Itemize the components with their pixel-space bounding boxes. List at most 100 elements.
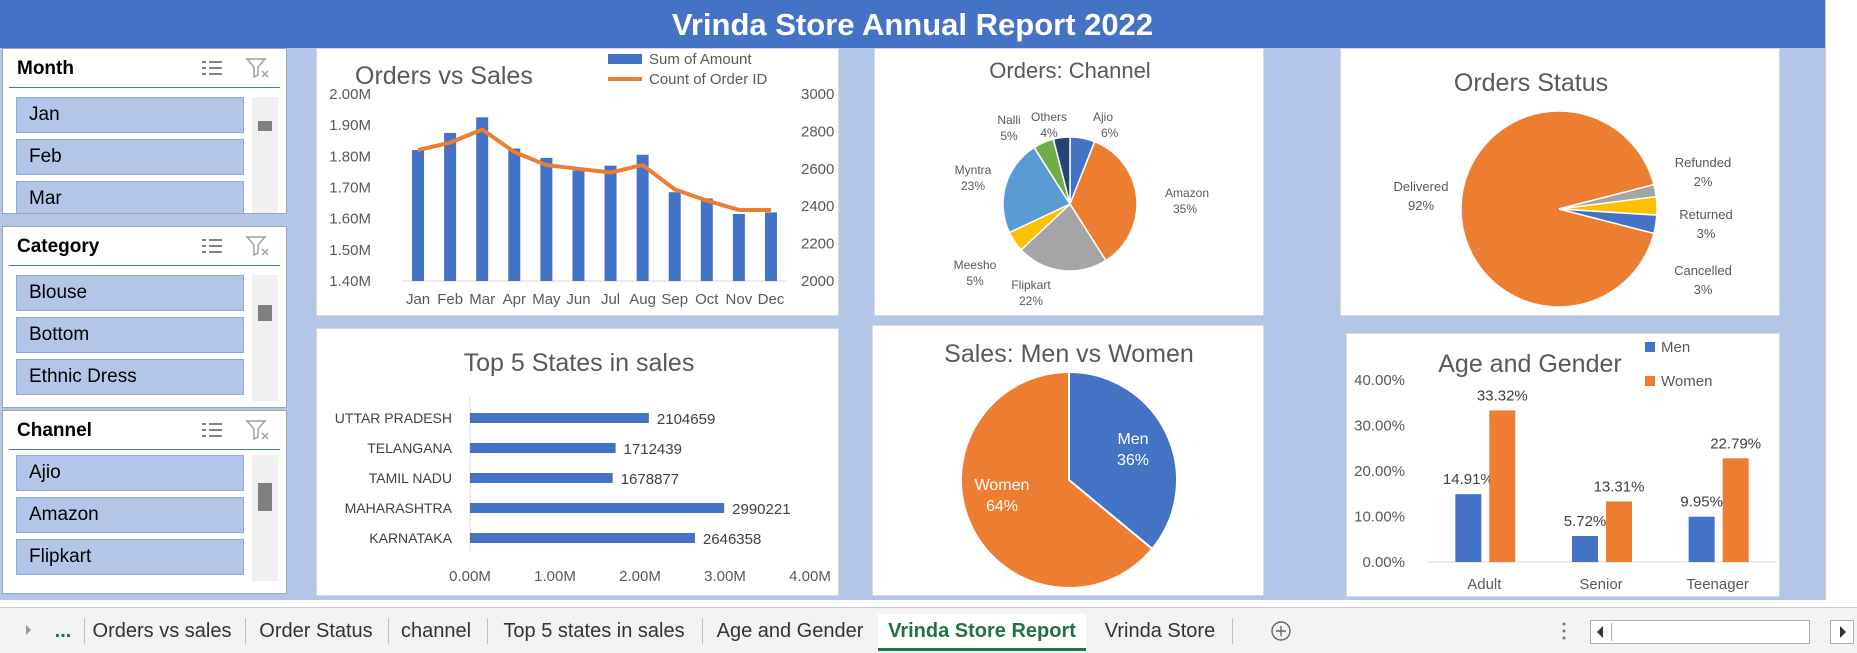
y2-tick-label: 2800 [801,123,834,140]
slice-label: Delivered [1394,179,1449,194]
x-tick-label: Adult [1467,576,1502,593]
amount-bar[interactable] [540,157,553,281]
orders-channel-chart[interactable]: Orders: Channel Ajio 6% Amazon 35% Flipkart 2… [874,48,1264,316]
bar-value-label: 22.79% [1710,435,1761,452]
y-tick-label: 10.00% [1354,509,1405,526]
slicer-scrollbar[interactable] [252,275,278,401]
top-states-chart[interactable]: Top 5 States in sales UTTAR PRADESH 21046… [316,328,839,596]
bar-value-label: 1678877 [621,471,679,488]
amount-bar[interactable] [412,150,425,281]
slicer-item[interactable]: Ethnic Dress [16,359,244,395]
x-tick-label: Jan [406,291,430,308]
scroll-thumb[interactable] [258,483,272,511]
slice-label: Refunded [1675,155,1731,170]
slicer-item[interactable]: Jan [16,97,244,133]
amount-bar[interactable] [604,165,617,281]
scroll-thumb[interactable] [258,305,272,321]
scroll-left-icon[interactable] [1595,625,1605,639]
slice-label: Ajio [1093,110,1113,124]
channel-slicer[interactable]: Channel Ajio Amazon Flipkart [2,410,287,594]
slicer-item[interactable]: Mar [16,181,244,213]
clear-filter-icon[interactable] [245,234,271,258]
vertical-scrollbar-area[interactable] [1825,0,1857,600]
combo-chart-svg: Orders vs Sales Sum of Amount Count of O… [329,51,834,308]
x-tick-label: Senior [1579,576,1622,593]
tab-order-status[interactable]: Order Status [259,620,373,642]
state-bar[interactable] [470,443,616,453]
amount-bar[interactable] [732,213,745,281]
amount-bar[interactable] [764,212,777,281]
slice-label: Returned [1679,207,1732,222]
scroll-thumb[interactable] [258,121,272,131]
tab-splitter-icon[interactable] [1560,620,1568,642]
pie-slice[interactable] [1460,110,1655,308]
clear-filter-icon[interactable] [245,56,271,80]
pie-slice[interactable] [1002,146,1072,234]
tab-top-5-states[interactable]: Top 5 states in sales [503,620,685,642]
add-sheet-icon[interactable] [1270,620,1292,642]
slicer-item[interactable]: Bottom [16,317,244,353]
x-tick-label: Aug [629,291,656,308]
state-bar[interactable] [470,473,613,483]
pie-slice[interactable] [1020,202,1107,272]
orders-status-chart[interactable]: Orders Status Delivered 92% Refunded 2% Retu… [1340,48,1780,316]
amount-bar[interactable] [668,192,681,281]
state-label: KARNATAKA [369,530,452,546]
slicer-item[interactable]: Feb [16,139,244,175]
x-tick-label: Teenager [1686,576,1749,593]
scroll-tabs-left-icon[interactable] [24,622,34,638]
slicer-item[interactable]: Amazon [16,497,244,533]
clear-filter-icon[interactable] [245,418,271,442]
orders-vs-sales-chart[interactable]: Orders vs Sales Sum of Amount Count of O… [316,48,839,316]
tabs-more-button[interactable]: ... [54,620,72,642]
amount-bar[interactable] [444,132,457,281]
multi-select-icon[interactable] [199,56,225,80]
age-gender-bar[interactable] [1489,410,1516,562]
x-tick-label: Apr [503,291,526,308]
tab-vrinda-store[interactable]: Vrinda Store [1104,620,1216,642]
amount-bar[interactable] [572,170,585,281]
age-gender-bar[interactable] [1722,458,1749,562]
scroll-right-button[interactable] [1830,620,1854,644]
bar-value-label: 14.91% [1443,471,1494,488]
amount-bar[interactable] [700,198,713,281]
slicer-title: Category [17,236,100,257]
horizontal-scrollbar[interactable] [1590,620,1810,644]
tab-age-and-gender[interactable]: Age and Gender [716,620,864,642]
slicer-item[interactable]: Blouse [16,275,244,311]
status-pie-svg: Orders Status Delivered 92% Refunded 2% Retu… [1394,69,1733,308]
tab-vrinda-store-report[interactable]: Vrinda Store Report [878,614,1086,651]
age-gender-bar[interactable] [1606,501,1632,562]
slice-label: Men [1117,431,1148,448]
amount-bar[interactable] [636,154,649,281]
men-vs-women-chart[interactable]: Sales: Men vs Women Men 36% Women 64% [872,325,1264,596]
tab-channel[interactable]: channel [400,620,472,642]
y-tick-label: 20.00% [1354,463,1405,480]
multi-select-icon[interactable] [199,418,225,442]
month-slicer[interactable]: Month Jan Feb Mar [2,48,287,214]
slicer-item[interactable]: Ajio [16,455,244,491]
slicer-item[interactable]: Flipkart [16,539,244,575]
age-gender-bar[interactable] [1688,516,1715,562]
y-tick-label: 1.60M [329,211,371,228]
slicer-scrollbar[interactable] [252,455,278,581]
scroll-right-icon[interactable] [1838,625,1848,639]
multi-select-icon[interactable] [199,234,225,258]
state-bar[interactable] [470,503,725,513]
amount-bar[interactable] [508,148,521,281]
age-gender-bar[interactable] [1572,535,1598,562]
slice-pct: 2% [1694,174,1713,189]
age-gender-chart[interactable]: Age and Gender Men Women 40.00% 30.00% 20.… [1346,333,1780,597]
pie-slice[interactable] [960,370,1154,589]
state-bar[interactable] [470,533,695,543]
amount-bar[interactable] [476,117,489,281]
age-gender-bar[interactable] [1455,494,1482,562]
pie-slice[interactable] [1068,370,1178,551]
slicer-scrollbar[interactable] [252,97,278,213]
category-slicer[interactable]: Category Blouse Bottom Ethnic Dress [2,226,287,408]
state-bar[interactable] [470,413,649,423]
pie-slice[interactable] [1052,136,1071,205]
tab-orders-vs-sales[interactable]: Orders vs sales [92,620,232,642]
pie-slice[interactable] [1069,140,1138,262]
pie-slice[interactable] [1558,208,1658,235]
